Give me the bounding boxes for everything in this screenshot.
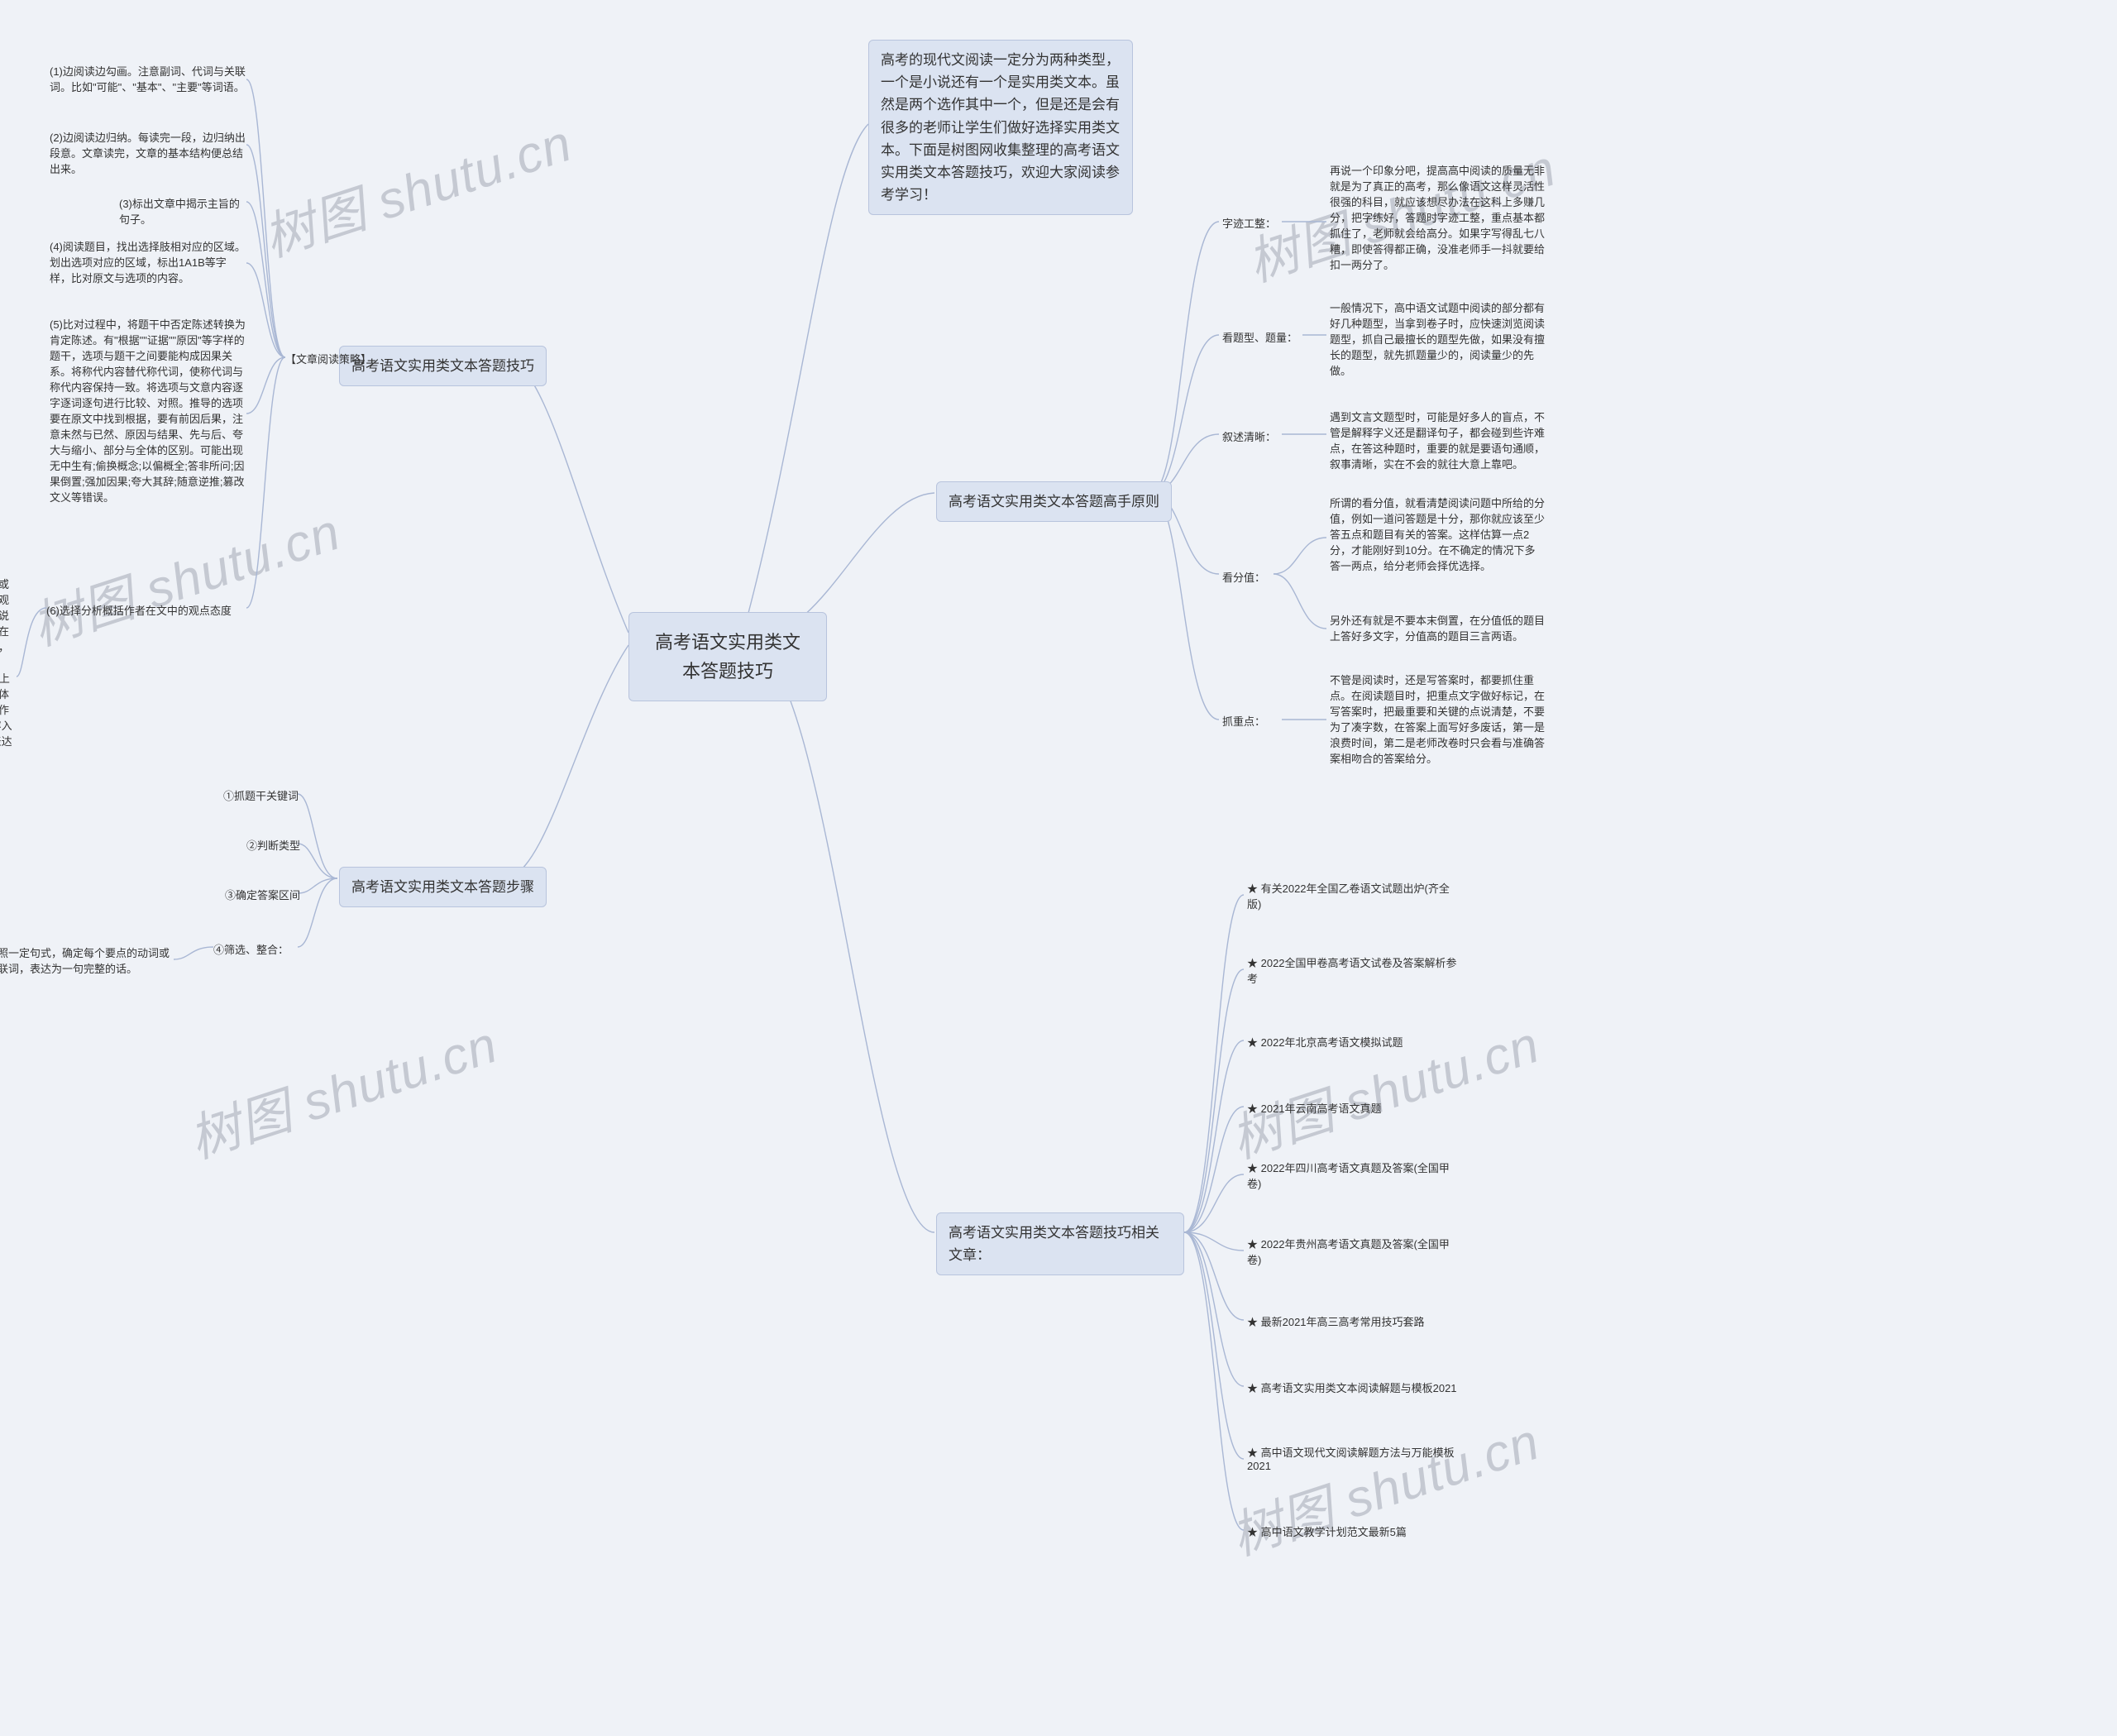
principle4-detail: 所谓的看分值，就看清楚阅读问题中所给的分值，例如一道问答题是十分，那你就应该至少… [1330,495,1545,573]
step2: ②判断类型 [246,837,300,853]
left1-item3: (3)标出文章中揭示主旨的句子。 [119,195,247,227]
watermark: 树图 shutu.cn [179,1002,505,1172]
article-0: ★ 有关2022年全国乙卷语文试题出炉(齐全版) [1247,880,1462,911]
principle2-detail: 一般情况下，高中语文试题中阅读的部分都有好几种题型，当拿到卷子时，应快速浏览阅读… [1330,299,1545,378]
article-5: ★ 2022年贵州高考语文真题及答案(全国甲卷) [1247,1236,1462,1267]
left-branch2-title: 高考语文实用类文本答题步骤 [339,867,547,907]
article-8: ★ 高中语文现代文阅读解题方法与万能模板2021 [1247,1444,1462,1472]
center-node: 高考语文实用类文本答题技巧 [628,612,827,701]
intro-box: 高考的现代文阅读一定分为两种类型，一个是小说还有一个是实用类文本。虽然是两个选作… [868,40,1133,215]
left1-item5: (5)比对过程中，将题干中否定陈述转换为肯定陈述。有"根据""证据""原因"等字… [50,316,246,505]
step3: ③确定答案区间 [225,887,300,902]
article-4: ★ 2022年四川高考语文真题及答案(全国甲卷) [1247,1160,1462,1191]
principle5-detail: 不管是阅读时，还是写答案时，都要抓住重点。在阅读题目时，把重点文字做好标记，在写… [1330,672,1545,766]
article-9: ★ 高中语文教学计划范文最新5篇 [1247,1523,1462,1539]
left1-item6: (6)选择分析概括作者在文中的观点态度 [46,602,246,618]
left1-item4: (4)阅读题目，找出选择肢相对应的区域。划出选项对应的区域，标出1A1B等字样，… [50,238,246,285]
step1: ①抓题干关键词 [223,787,299,803]
bracket-label: 【文章阅读策略】 [285,351,371,366]
principle5-label: 抓重点： [1222,713,1265,729]
principle3-label: 叙述清晰： [1222,428,1276,444]
article-7: ★ 高考语文实用类文本阅读解题与模板2021 [1247,1380,1462,1395]
step4-detail: 按照一定句式，确定每个要点的动词或关联词，表达为一句完整的话。 [0,945,174,976]
watermark: 树图 shutu.cn [253,101,580,270]
principle2-label: 看题型、题量： [1222,329,1297,345]
left1-item1: (1)边阅读边勾画。注意副词、代词与关联词。比如"可能"、"基本"、"主要"等词… [50,63,246,94]
article-1: ★ 2022全国甲卷高考语文试卷及答案解析参考 [1247,954,1462,986]
connectors [0,0,2117,1736]
right-branch1-title: 高考语文实用类文本答题高手原则 [936,481,1172,522]
principle1-detail: 再说一个印象分吧，提高高中阅读的质量无非就是为了真正的高考，那么像语文这样灵活性… [1330,162,1545,272]
left1-item2: (2)边阅读边归纳。每读完一段，边归纳出段意。文章读完，文章的基本结构便总结出来… [50,129,246,176]
principle4-label: 看分值： [1222,569,1265,585]
left1-item6-detail: 即作者对某具体事物的主观倾向，或赞同或反对，或喜爱或憎恶，带有鲜明的个人主观色彩… [0,576,18,764]
right-branch2-title: 高考语文实用类文本答题技巧相关文章： [936,1212,1184,1275]
principle4-detail2: 另外还有就是不要本末倒置，在分值低的题目上答好多文字，分值高的题目三言两语。 [1330,612,1545,643]
watermark: 树图 shutu.cn [1221,1399,1547,1569]
article-3: ★ 2021年云南高考语文真题 [1247,1100,1462,1116]
watermark: 树图 shutu.cn [1221,1002,1547,1172]
article-6: ★ 最新2021年高三高考常用技巧套路 [1247,1313,1462,1329]
step4: ④筛选、整合： [213,941,289,957]
watermark: 树图 shutu.cn [22,490,348,659]
principle3-detail: 遇到文言文题型时，可能是好多人的盲点，不管是解释字义还是翻译句子，都会碰到些许难… [1330,409,1545,471]
principle1-label: 字迹工整： [1222,215,1276,231]
article-2: ★ 2022年北京高考语文模拟试题 [1247,1034,1462,1050]
